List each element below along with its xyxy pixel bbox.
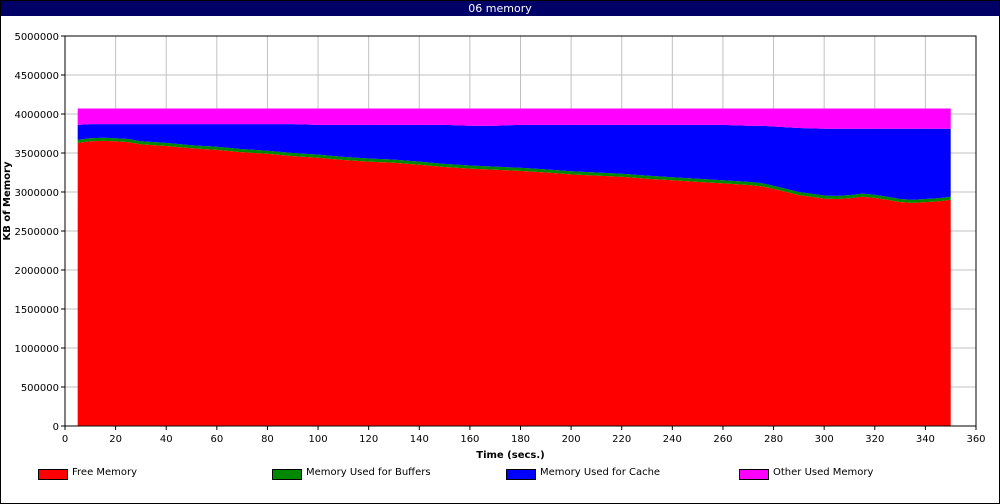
y-tick-label: 3500000 [14, 149, 59, 160]
area-free-memory [77, 140, 951, 426]
x-axis-label: Time (secs.) [476, 450, 545, 461]
area-other-used-memory [77, 108, 951, 129]
x-tick-label: 180 [511, 434, 530, 445]
y-tick-label: 1500000 [14, 305, 59, 316]
legend: Free Memory Memory Used for Buffers Memory… [1, 464, 999, 484]
legend-label: Memory Used for Cache [540, 467, 661, 478]
legend-swatch [38, 469, 68, 480]
legend-label: Free Memory [72, 467, 138, 478]
x-tick-label: 60 [210, 434, 223, 445]
x-tick-label: 100 [309, 434, 328, 445]
x-tick-label: 120 [359, 434, 378, 445]
chart-title: 06 memory [1, 1, 999, 16]
y-tick-label: 2500000 [14, 227, 59, 238]
x-tick-label: 240 [663, 434, 682, 445]
y-tick-label: 5000000 [14, 32, 59, 43]
y-tick-label: 500000 [21, 383, 59, 394]
x-tick-label: 220 [612, 434, 631, 445]
x-tick-label: 300 [815, 434, 834, 445]
x-tick-label: 140 [410, 434, 429, 445]
x-tick-label: 200 [562, 434, 581, 445]
x-tick-label: 320 [865, 434, 884, 445]
legend-label: Memory Used for Buffers [306, 467, 431, 478]
area-memory-used-for-buffers [77, 137, 951, 203]
y-tick-label: 2000000 [14, 266, 59, 277]
x-tick-label: 160 [460, 434, 479, 445]
x-tick-label: 260 [713, 434, 732, 445]
y-tick-label: 1000000 [14, 344, 59, 355]
y-tick-label: 4500000 [14, 71, 59, 82]
x-tick-label: 340 [916, 434, 935, 445]
x-tick-label: 40 [160, 434, 173, 445]
legend-label: Other Used Memory [773, 467, 874, 478]
y-axis-label: KB of Memory [2, 161, 13, 241]
area-memory-used-for-cache [77, 124, 951, 200]
y-tick-label: 0 [53, 422, 59, 433]
y-tick-label: 4000000 [14, 110, 59, 121]
x-tick-label: 360 [966, 434, 985, 445]
y-tick-label: 3000000 [14, 188, 59, 199]
x-tick-label: 280 [764, 434, 783, 445]
legend-swatch [739, 469, 769, 480]
x-tick-label: 80 [261, 434, 274, 445]
legend-swatch [272, 469, 302, 480]
x-tick-label: 20 [109, 434, 122, 445]
x-tick-label: 0 [62, 434, 68, 445]
legend-swatch [506, 469, 536, 480]
